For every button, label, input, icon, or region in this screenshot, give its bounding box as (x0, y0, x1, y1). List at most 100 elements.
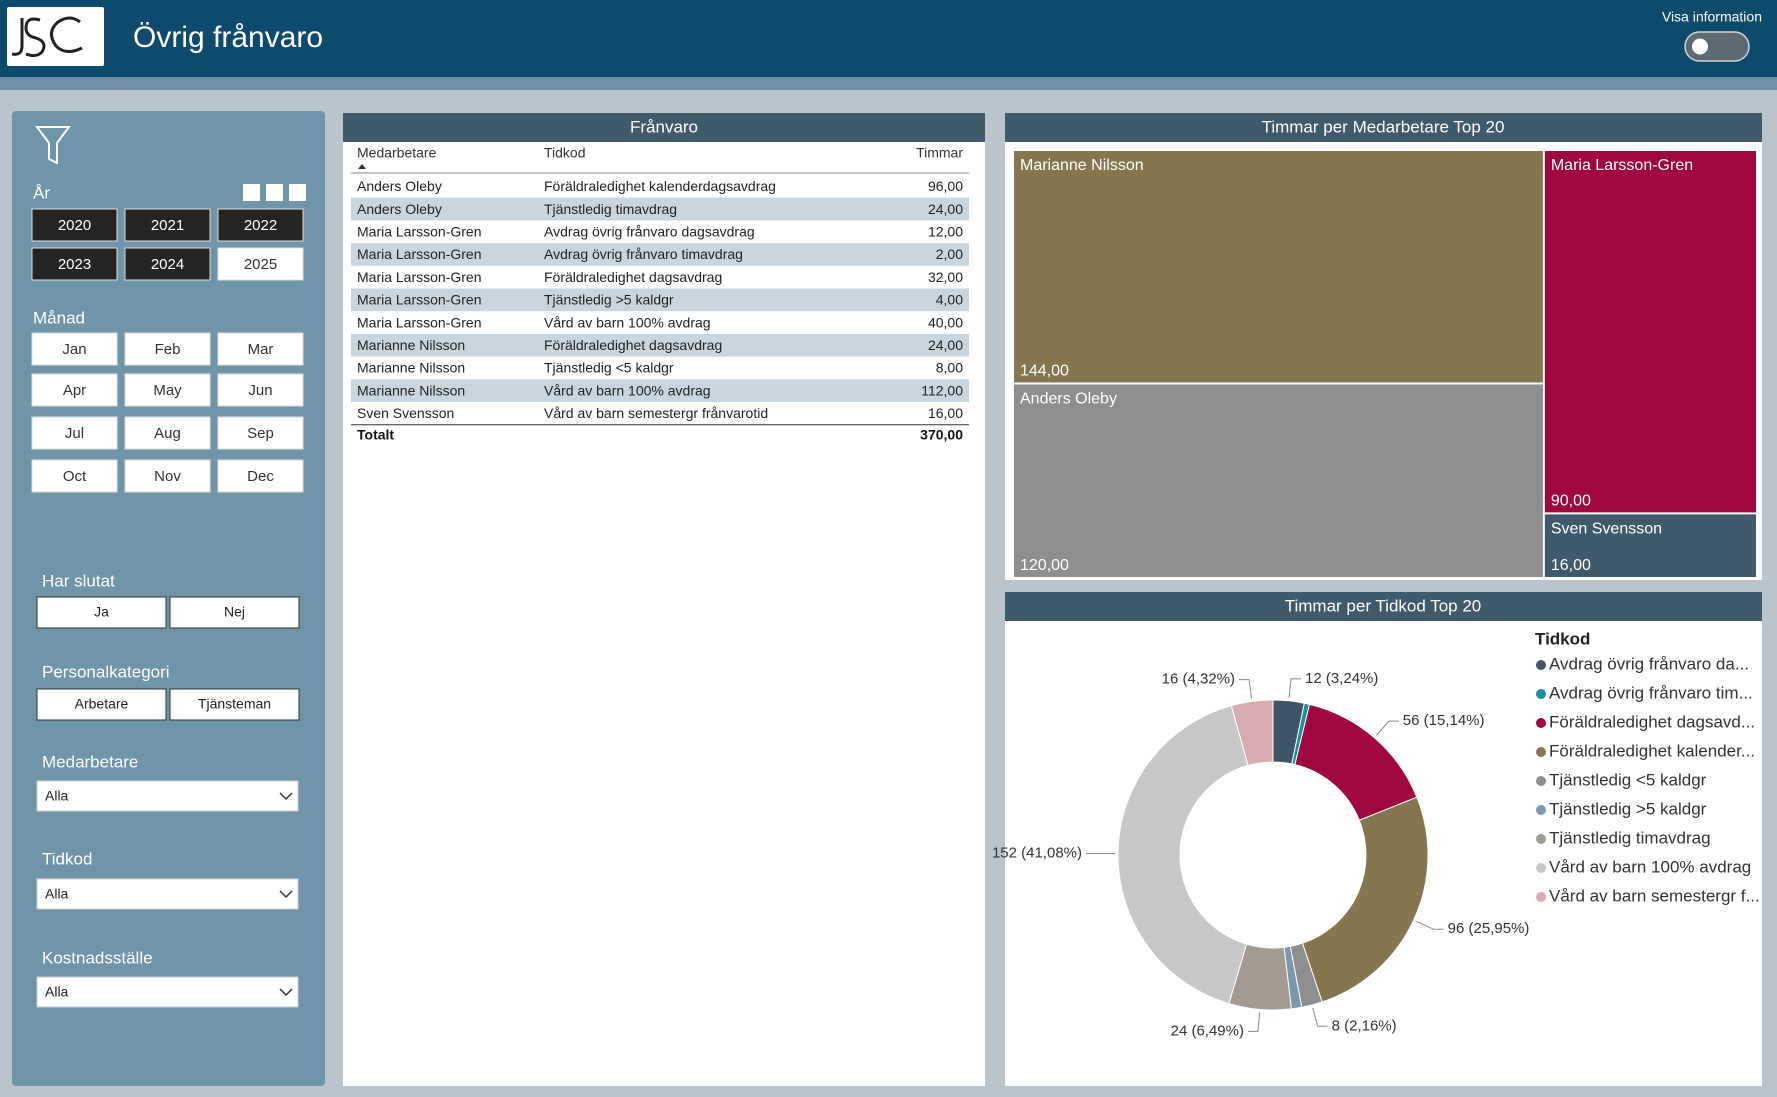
month-button[interactable] (31, 416, 118, 450)
option-button[interactable] (36, 596, 167, 629)
month-button-label: Sep (247, 425, 274, 442)
year-button-label: 2023 (58, 256, 91, 273)
row-band (351, 379, 969, 402)
year-button-label: 2025 (244, 256, 277, 273)
table-cell: 32,00 (928, 269, 963, 285)
table-cell: Maria Larsson-Gren (357, 246, 482, 262)
total-value: 370,00 (920, 426, 963, 442)
month-button[interactable] (124, 373, 211, 407)
table-title: Frånvaro (630, 117, 698, 136)
option-button[interactable] (36, 688, 167, 721)
month-button-label: Jun (248, 382, 272, 399)
data-label: 12 (3,24%) (1305, 670, 1378, 687)
legend-label: Avdrag övrig frånvaro da... (1549, 654, 1749, 673)
month-button[interactable] (217, 373, 304, 407)
table-cell: Föräldraledighet kalenderdagsavdrag (544, 178, 776, 194)
table-cell: Maria Larsson-Gren (357, 314, 482, 330)
option-button[interactable] (169, 596, 300, 629)
table-cell: Tjänstledig timavdrag (544, 201, 677, 217)
header-bar (0, 0, 1777, 77)
slicer-icon[interactable] (243, 184, 260, 201)
data-label: 24 (6,49%) (1171, 1022, 1244, 1039)
legend-marker (1536, 660, 1546, 670)
logo-mark (11, 16, 83, 58)
tile-value: 120,00 (1020, 557, 1069, 574)
table-cell: 12,00 (928, 223, 963, 239)
legend-label: Avdrag övrig frånvaro tim... (1549, 683, 1753, 702)
leader-line (1247, 1012, 1261, 1032)
table-cell: Marianne Nilsson (357, 337, 465, 353)
row-band (351, 288, 969, 312)
year-button[interactable] (31, 208, 118, 242)
leader-line (1416, 920, 1444, 930)
month-button[interactable] (217, 459, 304, 493)
toggle-label: Visa information (1662, 9, 1762, 25)
table-cell: 2,00 (936, 246, 963, 262)
table-cell: 8,00 (936, 360, 963, 376)
row-band (351, 243, 969, 266)
option-button-label: Ja (94, 604, 109, 620)
table-cell: Maria Larsson-Gren (357, 223, 482, 239)
table-cell: 24,00 (928, 201, 963, 217)
legend-marker (1536, 776, 1546, 786)
slicer-icon[interactable] (266, 184, 283, 201)
donut-slice (1230, 699, 1274, 767)
donut-slice (1117, 705, 1249, 1005)
table-cell: Vård av barn semestergr frånvarotid (544, 405, 768, 421)
month-button-label: Aug (154, 425, 181, 442)
month-button-label: Apr (63, 382, 86, 399)
data-label: 56 (15,14%) (1403, 712, 1485, 729)
month-button-label: Jan (62, 341, 86, 358)
column-header: Timmar (916, 145, 963, 161)
year-button[interactable] (217, 208, 304, 242)
legend-label: Tjänstledig >5 kaldgr (1549, 799, 1707, 818)
slicer-label: Kostnadsställe (42, 948, 153, 967)
month-button-label: Jul (65, 425, 84, 442)
slicer-icon[interactable] (289, 184, 306, 201)
year-button[interactable] (124, 208, 211, 242)
year-button[interactable] (217, 247, 304, 281)
dropdown-value: Alla (45, 984, 69, 1000)
table-cell: Marianne Nilsson (357, 382, 465, 398)
dropdown[interactable] (36, 976, 299, 1008)
dropdown-value: Alla (45, 788, 69, 804)
year-button[interactable] (31, 247, 118, 281)
tile-label: Sven Svensson (1551, 521, 1662, 538)
month-button[interactable] (31, 373, 118, 407)
legend-label: Tjänstledig timavdrag (1549, 828, 1711, 847)
data-label: 96 (25,95%) (1448, 920, 1530, 937)
row-band (351, 197, 969, 221)
option-button-label: Tjänsteman (198, 696, 271, 712)
dropdown-chevron (279, 988, 293, 997)
month-button[interactable] (124, 332, 211, 366)
month-button[interactable] (124, 416, 211, 450)
leader-line (1239, 679, 1253, 699)
donut-title-bar (1005, 592, 1762, 621)
month-button[interactable] (217, 416, 304, 450)
treemap-title-bar (1005, 113, 1762, 142)
leader-line (1375, 720, 1399, 736)
table-cell: Anders Oleby (357, 178, 442, 194)
dropdown[interactable] (36, 878, 299, 910)
year-button-label: 2020 (58, 217, 91, 234)
month-button[interactable] (124, 459, 211, 493)
legend-marker (1536, 863, 1546, 873)
table-title-bar (343, 113, 985, 142)
table-cell: Maria Larsson-Gren (357, 292, 482, 308)
month-button[interactable] (31, 459, 118, 493)
option-button[interactable] (169, 688, 300, 721)
year-button[interactable] (124, 247, 211, 281)
month-button[interactable] (31, 332, 118, 366)
column-header: Tidkod (544, 145, 586, 161)
month-button[interactable] (217, 332, 304, 366)
table-cell: Avdrag övrig frånvaro timavdrag (544, 246, 743, 262)
option-button-label: Arbetare (75, 696, 129, 712)
legend-title: Tidkod (1535, 629, 1590, 648)
treemap-tile (1544, 514, 1756, 577)
dropdown-value: Alla (45, 886, 69, 902)
tile-label: Maria Larsson-Gren (1551, 157, 1693, 174)
header-strip (0, 77, 1777, 90)
dropdown[interactable] (36, 780, 299, 812)
